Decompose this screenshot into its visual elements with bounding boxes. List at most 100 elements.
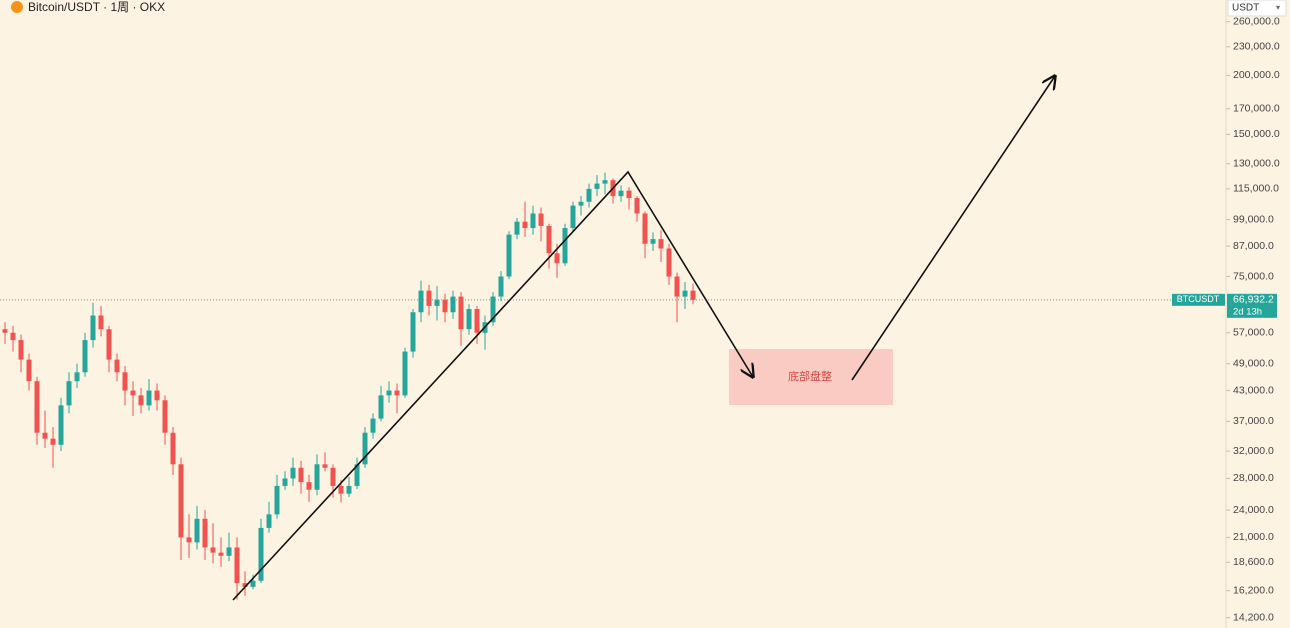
candle-body [282,478,288,486]
candle-body [458,296,464,330]
dropdown-caret[interactable]: ▾ [1276,3,1280,12]
y-tick-label: 37,000.0 [1233,415,1274,427]
candle-body [506,234,512,277]
candle-body [514,221,520,235]
candle-body [90,315,96,341]
candle-body [386,390,392,396]
candle-body [186,537,192,543]
candle-body [626,190,632,198]
currency-label[interactable]: USDT [1232,3,1259,14]
candle-body [674,276,680,297]
zone-label: 底部盘整 [788,369,832,383]
candle-body [594,183,600,189]
candle-body [202,518,208,548]
candle-body [690,290,696,300]
candle-body [130,390,136,396]
candle-body [34,381,40,433]
y-tick-label: 230,000.0 [1233,41,1280,53]
candle-body [442,299,448,313]
candle-body [410,312,416,352]
candle-body [10,332,16,341]
candle-body [66,381,72,406]
y-tick-label: 21,000.0 [1233,531,1274,543]
candle-body [618,190,624,197]
y-tick-label: 18,600.0 [1233,556,1274,568]
candle-body [546,225,552,254]
candle-body [258,527,264,581]
y-tick-label: 24,000.0 [1233,504,1274,516]
candle-body [106,329,112,360]
coin-icon [11,1,23,13]
y-tick-label: 99,000.0 [1233,213,1274,225]
candle-body [586,188,592,202]
currency-selector[interactable] [1227,0,1287,17]
candle-body [26,359,32,382]
y-tick-label: 200,000.0 [1233,69,1280,81]
candle-body [194,518,200,543]
candle-body [234,547,240,584]
candle-body [42,432,48,439]
candle-body [298,467,304,483]
candle-body [578,201,584,206]
countdown-label: 2d 13h [1233,306,1262,317]
candle-body [554,253,560,264]
candle-body [122,372,128,391]
candle-body [450,296,456,313]
y-tick-label: 49,000.0 [1233,358,1274,370]
candle-body [682,290,688,297]
candle-body [322,464,328,468]
candle-body [74,372,80,382]
candle-body [666,248,672,277]
symbol-label: BTCUSDT [1177,294,1220,304]
candle-body [370,418,376,433]
y-tick-label: 87,000.0 [1233,240,1274,252]
candle-body [658,239,664,249]
candle-body [266,514,272,528]
candle-body [146,390,152,406]
candle-body [306,482,312,490]
candle-body [18,340,24,360]
y-tick-label: 170,000.0 [1233,103,1280,115]
candle-body [498,276,504,297]
y-tick-label: 14,200.0 [1233,611,1274,623]
candle-body [570,205,576,229]
y-tick-label: 75,000.0 [1233,270,1274,282]
candle-body [634,197,640,214]
candle-body [362,432,368,465]
candle-body [434,299,440,306]
candle-body [250,580,256,587]
y-tick-label: 32,000.0 [1233,445,1274,457]
symbol-tag [1172,293,1225,306]
y-tick-label: 16,200.0 [1233,584,1274,596]
candle-body [522,221,528,229]
y-tick-label: 260,000.0 [1233,15,1280,27]
candle-body [650,239,656,244]
candle-body [402,351,408,396]
candle-body [170,432,176,465]
candle-body [226,547,232,556]
candle-body [538,213,544,226]
candle-body [82,340,88,373]
candle-body [426,290,432,306]
candle-body [2,329,8,333]
chart-title: Bitcoin/USDT · 1周 · OKX [28,0,165,14]
y-tick-label: 130,000.0 [1233,158,1280,170]
candle-body [466,309,472,330]
candle-body [346,485,352,494]
candle-body [530,213,536,229]
projection-arrow [851,76,1055,381]
candle-body [490,296,496,323]
candle-body [178,464,184,538]
candle-body [290,467,296,479]
candle-body [114,359,120,373]
candle-body [210,547,216,553]
candle-body [162,400,168,433]
candle-body [58,405,64,445]
candle-body [394,390,400,396]
y-tick-label: 150,000.0 [1233,128,1280,140]
y-tick-label: 57,000.0 [1233,327,1274,339]
